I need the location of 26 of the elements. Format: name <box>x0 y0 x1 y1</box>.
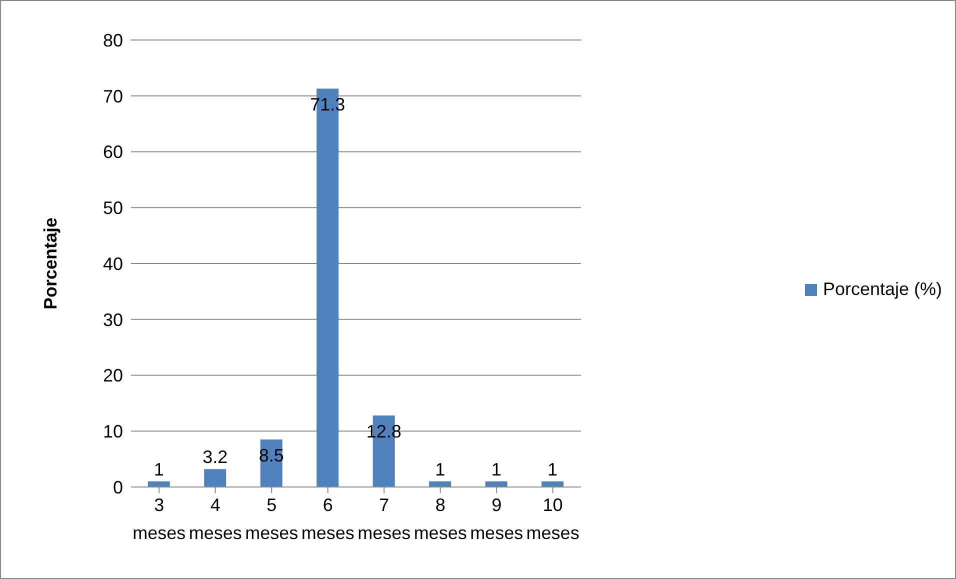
x-tick-label: 3 meses <box>132 495 186 543</box>
data-label: 1 <box>154 459 164 480</box>
y-tick-label: 70 <box>102 86 123 106</box>
y-tick-label: 20 <box>102 366 123 386</box>
data-label: 1 <box>435 459 446 480</box>
y-tick-label: 0 <box>112 477 123 498</box>
x-tick-label: 4 meses <box>188 495 242 543</box>
bar <box>204 469 226 487</box>
y-tick-label: 80 <box>102 30 123 50</box>
data-label: 12.8 <box>366 421 402 442</box>
data-label: 1 <box>548 459 558 480</box>
data-label: 1 <box>491 459 502 480</box>
y-tick-label: 40 <box>102 254 123 274</box>
x-tick-label: 9 meses <box>470 495 524 543</box>
y-tick-label: 10 <box>102 422 123 442</box>
y-axis-title: Porcentaje <box>40 217 60 310</box>
x-tick-label: 8 meses <box>414 495 467 543</box>
x-tick-label: 5 meses <box>245 495 298 543</box>
y-tick-label: 30 <box>102 310 123 330</box>
data-label: 3.2 <box>202 447 228 468</box>
x-tick-label: 10 meses <box>526 495 580 543</box>
y-tick-label: 50 <box>102 198 123 218</box>
y-tick-label: 60 <box>102 142 123 162</box>
x-tick-label: 6 meses <box>301 495 354 543</box>
legend-label: Porcentaje (%) <box>822 279 942 300</box>
x-tick-label: 7 meses <box>358 495 411 543</box>
